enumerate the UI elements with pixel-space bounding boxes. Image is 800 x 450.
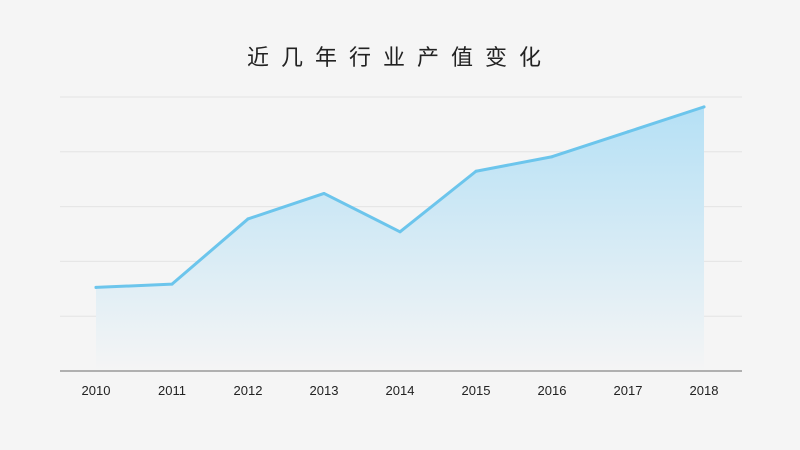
data-point-2016 — [550, 155, 554, 159]
data-point-2018 — [702, 105, 706, 109]
data-point-2014 — [398, 230, 402, 234]
chart-title: 近几年行业产值变化 — [246, 46, 553, 71]
x-tick-labels: 2010 2011 2012 2013 2014 2015 2016 2017 2018 — [82, 383, 719, 398]
x-tick-label: 2015 — [462, 383, 491, 398]
area-layer — [96, 106, 704, 371]
x-tick-label: 2013 — [310, 383, 339, 398]
x-tick-label: 2010 — [82, 383, 111, 398]
x-tick-label: 2014 — [386, 383, 415, 398]
data-point-2015 — [474, 169, 478, 173]
data-point-2017 — [626, 130, 630, 134]
data-point-2011 — [170, 282, 174, 286]
data-point-2012 — [246, 217, 250, 221]
x-tick-label: 2012 — [234, 383, 263, 398]
x-tick-label: 2016 — [538, 383, 567, 398]
area-fill — [96, 106, 704, 371]
data-point-2010 — [94, 285, 98, 289]
x-tick-label: 2018 — [690, 383, 719, 398]
x-tick-label: 2011 — [158, 383, 186, 398]
x-tick-label: 2017 — [614, 383, 643, 398]
line-layer — [94, 105, 706, 289]
data-point-2013 — [322, 191, 326, 195]
